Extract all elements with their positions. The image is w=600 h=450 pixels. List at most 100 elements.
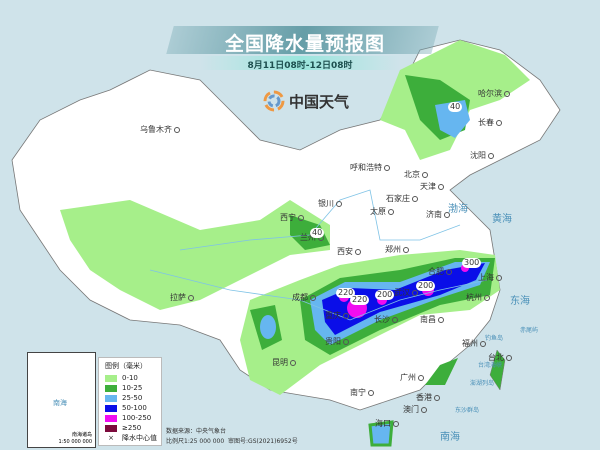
- city-label: 西安: [337, 246, 363, 257]
- city-marker-icon: [393, 420, 399, 427]
- city-label: 合肥: [428, 266, 454, 277]
- city-marker-icon: [412, 195, 418, 202]
- rain-center-value: 300: [462, 258, 482, 268]
- data-source: 数据来源：中央气象台: [166, 428, 227, 435]
- city-marker-icon: [343, 312, 349, 319]
- legend-label: 100-250: [122, 414, 152, 422]
- city-marker-icon: [384, 164, 390, 171]
- city-marker-icon: [310, 294, 316, 301]
- city-label: 成都: [292, 292, 318, 303]
- city-marker-icon: [336, 200, 342, 207]
- sea-label: 东海: [510, 296, 530, 307]
- forecast-period: 8月11日08时-12日08时: [247, 61, 353, 71]
- city-label: 南宁: [350, 387, 376, 398]
- city-label: 福州: [462, 338, 488, 349]
- city-name: 杭州: [466, 293, 482, 302]
- legend-label: 25-50: [122, 394, 143, 402]
- city-name: 沈阳: [470, 151, 486, 160]
- city-marker-icon: [290, 359, 296, 366]
- city-name: 南昌: [420, 315, 436, 324]
- city-marker-icon: [422, 171, 428, 178]
- city-name: 太原: [370, 207, 386, 216]
- city-name: 北京: [404, 170, 420, 179]
- legend-label: 0-10: [122, 374, 138, 382]
- city-name: 上海: [478, 273, 494, 282]
- legend-swatch: [105, 384, 117, 392]
- city-marker-icon: [480, 340, 486, 347]
- city-name: 香港: [416, 393, 432, 402]
- city-name: 济南: [426, 210, 442, 219]
- south-china-sea-inset: 南海 南海诸岛 1:50 000 000: [27, 352, 96, 448]
- city-marker-icon: [174, 126, 180, 133]
- city-name: 武汉: [394, 288, 410, 297]
- city-label: 长沙: [374, 314, 400, 325]
- rain-0-10-west: [60, 200, 330, 310]
- subtitle-banner: [200, 56, 400, 70]
- sea-label: 澎湖列岛: [470, 380, 495, 387]
- rain-center-value: 40: [310, 228, 325, 238]
- city-marker-icon: [438, 316, 444, 323]
- city-marker-icon: [421, 406, 427, 413]
- city-name: 银川: [318, 199, 334, 208]
- city-marker-icon: [412, 289, 418, 296]
- inset-sea-label: 南海: [53, 399, 67, 407]
- legend-swatch: [105, 404, 117, 412]
- rain-25-50-west: [260, 315, 276, 339]
- city-label: 长春: [478, 117, 504, 128]
- city-name: 呼和浩特: [350, 163, 382, 172]
- city-name: 重庆: [325, 311, 341, 320]
- city-marker-icon: [418, 374, 424, 381]
- city-name: 海口: [375, 419, 391, 428]
- rain-guangdong: [425, 358, 458, 385]
- city-name: 广州: [400, 373, 416, 382]
- city-label: 重庆: [325, 310, 351, 321]
- sea-label: 赤尾屿: [520, 327, 539, 334]
- city-marker-icon: [388, 208, 394, 215]
- yangtze-river: [149, 269, 488, 321]
- city-name: 乌鲁木齐: [140, 125, 172, 134]
- inset-label: 南海诸岛: [71, 432, 92, 438]
- city-label: 石家庄: [386, 193, 420, 204]
- city-label: 南昌: [420, 314, 446, 325]
- legend-item: 0-10: [105, 373, 161, 383]
- rivers: [149, 189, 488, 321]
- city-label: 澳门: [403, 404, 429, 415]
- rain-center-value: 200: [375, 290, 395, 300]
- sea-label: 黄海: [492, 214, 512, 225]
- city-name: 南宁: [350, 388, 366, 397]
- legend-label: 降水中心值: [122, 434, 157, 442]
- legend-swatch: [105, 414, 117, 422]
- city-label: 郑州: [385, 244, 411, 255]
- inset-scale: 1:50 000 000: [58, 439, 93, 445]
- rain-center-value: 40: [448, 102, 463, 112]
- city-label: 拉萨: [170, 292, 196, 303]
- footer: 数据来源：中央气象台 比例尺1:25 000 000 审图号:GS(2021)6…: [166, 427, 298, 447]
- legend-swatch: [105, 374, 117, 382]
- city-marker-icon: [446, 268, 452, 275]
- city-name: 石家庄: [386, 194, 410, 203]
- legend-item: 10-25: [105, 383, 161, 393]
- rain-center-value: 200: [416, 281, 436, 291]
- city-label: 银川: [318, 198, 344, 209]
- city-name: 长沙: [374, 315, 390, 324]
- logo-text: 中国天气: [289, 92, 350, 111]
- city-name: 兰州: [300, 233, 316, 242]
- city-name: 郑州: [385, 245, 401, 254]
- city-marker-icon: [298, 214, 304, 221]
- city-label: 上海: [478, 272, 504, 283]
- city-marker-icon: [438, 183, 444, 190]
- city-name: 天津: [420, 182, 436, 191]
- legend-label: 50-100: [122, 404, 147, 412]
- rain-center-value: 220: [336, 288, 356, 298]
- legend-item: 50-100: [105, 403, 161, 413]
- sea-label: 南海: [440, 432, 460, 443]
- city-marker-icon: [506, 354, 512, 361]
- city-label: 济南: [426, 209, 452, 220]
- city-label: 天津: [420, 181, 446, 192]
- city-marker-icon: [403, 246, 409, 253]
- page-title: 全国降水量预报图: [224, 33, 385, 55]
- city-label: 呼和浩特: [350, 162, 392, 173]
- rain-center-value: 220: [350, 295, 370, 305]
- city-marker-icon: [392, 316, 398, 323]
